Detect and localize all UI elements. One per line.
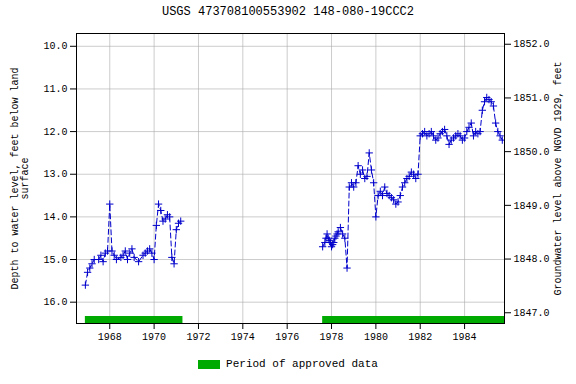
svg-text:1974: 1974	[231, 332, 255, 343]
html-text:Period of approved data: Period of approved data	[226, 358, 378, 370]
svg-text:Groundwater level above NGVD 1: Groundwater level above NGVD 1929, feet	[553, 61, 564, 295]
svg-text:1848.0: 1848.0	[514, 254, 550, 265]
svg-text:16.0: 16.0	[43, 297, 67, 308]
svg-text:1976: 1976	[275, 332, 299, 343]
svg-text:15.0: 15.0	[43, 255, 67, 266]
svg-text:1970: 1970	[142, 332, 166, 343]
svg-text:10.0: 10.0	[43, 41, 67, 52]
svg-text:1852.0: 1852.0	[514, 39, 550, 50]
svg-text:11.0: 11.0	[43, 84, 67, 95]
svg-text:1982: 1982	[408, 332, 432, 343]
svg-text:14.0: 14.0	[43, 212, 67, 223]
svg-text:1984: 1984	[453, 332, 477, 343]
svg-text:1851.0: 1851.0	[514, 93, 550, 104]
svg-text:1850.0: 1850.0	[514, 147, 550, 158]
svg-text:Depth to water level, feet bel: Depth to water level, feet below landsur…	[10, 67, 31, 289]
svg-text:12.0: 12.0	[43, 127, 67, 138]
svg-text:1849.0: 1849.0	[514, 201, 550, 212]
svg-text:1980: 1980	[364, 332, 388, 343]
svg-text:1968: 1968	[98, 332, 122, 343]
svg-text:1847.0: 1847.0	[514, 308, 550, 319]
svg-text:13.0: 13.0	[43, 169, 67, 180]
svg-text:1972: 1972	[186, 332, 210, 343]
html-text:USGS 473708100553902 148-080-1: USGS 473708100553902 148-080-19CCC2	[162, 5, 414, 19]
svg-text:1978: 1978	[320, 332, 344, 343]
